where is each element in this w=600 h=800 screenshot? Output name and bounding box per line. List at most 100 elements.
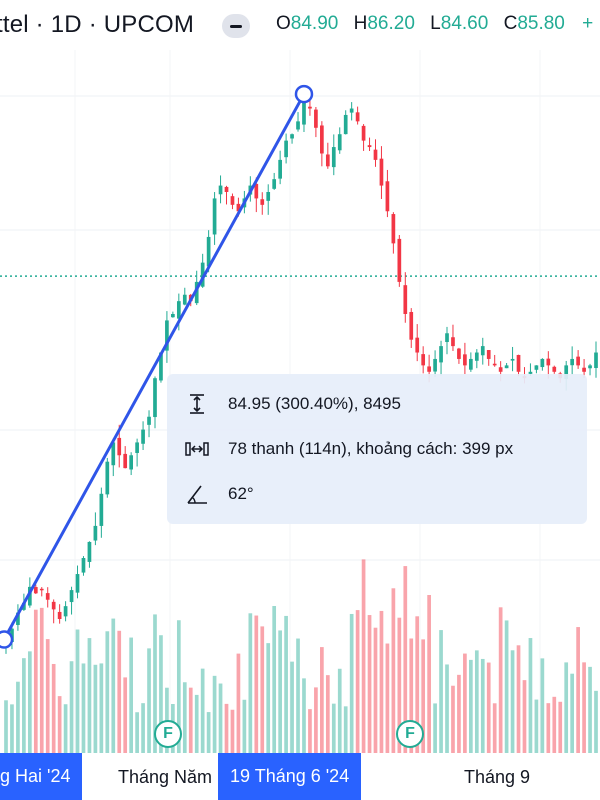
- candle-body: [397, 238, 402, 282]
- close-value: 85.80: [517, 13, 565, 34]
- high-value: 86.20: [367, 13, 415, 34]
- volume-bar: [290, 661, 294, 753]
- trend-measure-line[interactable]: [0, 84, 314, 649]
- volume-bar: [87, 638, 92, 753]
- volume-bar: [361, 559, 366, 753]
- candle-body: [57, 611, 62, 619]
- symbol-title[interactable]: ttel · 1D · UPCOM: [0, 11, 195, 38]
- candle-body: [171, 314, 175, 318]
- volume-bar: [230, 709, 235, 753]
- financials-marker-2[interactable]: F: [396, 720, 424, 748]
- volume-bar: [39, 607, 44, 753]
- measure-tooltip: 84.95 (300.40%), 8495 78 thanh (114n), k…: [167, 374, 587, 524]
- candle-body: [39, 588, 44, 591]
- time-label-range-start: g Hai '24: [0, 753, 83, 800]
- trend-start-handle[interactable]: [0, 630, 14, 649]
- candle-body: [379, 158, 384, 186]
- minus-icon: [230, 25, 242, 28]
- candle-body: [504, 365, 509, 369]
- close-key: C: [503, 13, 518, 34]
- volume-bar: [10, 704, 14, 753]
- volume-bar: [570, 673, 575, 753]
- volume-bar: [135, 712, 139, 753]
- candle-body: [546, 358, 551, 366]
- candle-body: [361, 125, 366, 141]
- financials-marker-1[interactable]: F: [154, 720, 182, 748]
- candle-body: [266, 192, 271, 201]
- volume-bar: [272, 605, 277, 753]
- candle-body: [480, 346, 485, 356]
- candle-body: [87, 541, 92, 562]
- trend-line[interactable]: [2, 93, 306, 641]
- candle-body: [325, 154, 330, 167]
- candle-body: [16, 612, 20, 625]
- time-axis[interactable]: g Hai '24 Tháng Năm 19 Tháng 6 '24 Tháng…: [0, 753, 600, 800]
- candle-body: [528, 371, 533, 374]
- volume-bar: [409, 638, 414, 753]
- volume-bar: [105, 631, 110, 753]
- volume-bar: [117, 630, 122, 753]
- volume-bar: [254, 615, 259, 753]
- volume-bar: [45, 639, 50, 753]
- open-key: O: [276, 13, 291, 34]
- candle-body: [200, 262, 205, 287]
- volume-bar: [266, 643, 271, 753]
- volume-bar: [480, 658, 485, 753]
- candle-body: [272, 179, 277, 189]
- candle-body: [302, 102, 306, 125]
- candle-body: [516, 354, 521, 372]
- volume-bar: [206, 712, 211, 753]
- time-label-thang-nam: Tháng Năm: [118, 767, 213, 787]
- candle-body: [427, 366, 431, 372]
- candle-body: [308, 106, 312, 109]
- price-range-text: 84.95 (300.40%), 8495: [228, 394, 401, 413]
- candle-body: [254, 183, 259, 199]
- candle-body: [224, 186, 229, 192]
- volume-bar: [403, 566, 408, 753]
- trend-end-handle[interactable]: [294, 84, 314, 104]
- candle-body: [159, 352, 163, 381]
- volume-bar: [278, 630, 282, 753]
- candle-body: [129, 455, 133, 470]
- volume-bar: [379, 610, 384, 753]
- volume-bar: [588, 666, 592, 753]
- candle-body: [421, 354, 426, 366]
- candle-body: [176, 301, 181, 319]
- candle-body: [486, 350, 491, 359]
- candle-body: [33, 587, 38, 594]
- volume-bar: [188, 687, 193, 753]
- volume-bar: [331, 703, 336, 753]
- candle-body: [474, 352, 479, 361]
- candle-body: [564, 365, 569, 380]
- candle-body: [367, 145, 372, 148]
- volume-bar: [433, 703, 437, 753]
- candle-body: [492, 363, 497, 366]
- volume-bar: [510, 650, 515, 753]
- volume-bar: [540, 658, 545, 753]
- candle-body: [81, 558, 86, 573]
- candle-body: [433, 358, 437, 372]
- high-key: H: [353, 13, 368, 34]
- ohlc-legend: O84.90 H86.20 L84.60 C85.80 +: [276, 13, 593, 35]
- candle-body: [534, 365, 539, 370]
- volume-bar: [129, 637, 133, 753]
- collapse-legend-button[interactable]: [222, 14, 250, 38]
- candle-body: [582, 367, 586, 372]
- low-value: 84.60: [440, 13, 489, 34]
- candle-body: [93, 525, 98, 541]
- candle-body: [75, 574, 80, 593]
- time-label-thang-9: Tháng 9: [464, 767, 531, 787]
- volume-bar: [75, 629, 80, 753]
- candle-body: [141, 429, 145, 444]
- volume-bar: [69, 661, 74, 753]
- volume-bar: [22, 658, 26, 753]
- candle-body: [320, 125, 324, 154]
- volume-bar: [123, 677, 128, 753]
- volume-bar: [457, 674, 461, 753]
- candle-body: [69, 590, 74, 603]
- volume-bar: [594, 690, 598, 753]
- volume-bar: [534, 699, 539, 753]
- volume-bar: [558, 701, 563, 753]
- candle-body: [117, 437, 122, 456]
